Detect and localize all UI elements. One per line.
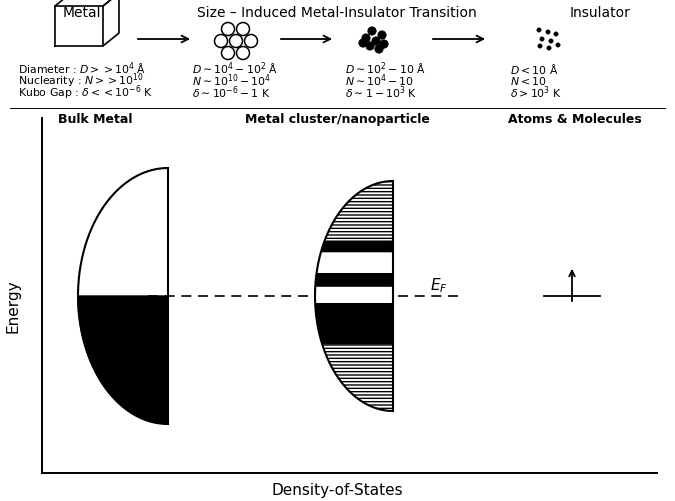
Polygon shape xyxy=(317,253,393,273)
Text: $\delta > 10^3$ K: $\delta > 10^3$ K xyxy=(510,85,562,101)
Text: Metal: Metal xyxy=(63,6,101,20)
Text: $\delta \sim 1 - 10^3$ K: $\delta \sim 1 - 10^3$ K xyxy=(345,85,417,101)
Text: $D < 10$ Å: $D < 10$ Å xyxy=(510,62,558,76)
Circle shape xyxy=(537,28,541,32)
Polygon shape xyxy=(78,168,168,424)
Polygon shape xyxy=(315,303,393,319)
Circle shape xyxy=(359,39,367,47)
Circle shape xyxy=(547,46,551,50)
Circle shape xyxy=(375,45,383,53)
Text: $D \sim 10^2 - 10$ Å: $D \sim 10^2 - 10$ Å xyxy=(345,61,426,77)
Circle shape xyxy=(556,43,560,47)
Text: $N \sim 10^{10} - 10^4$: $N \sim 10^{10} - 10^4$ xyxy=(192,73,271,89)
Text: $\delta \sim 10^{-6} - 1$ K: $\delta \sim 10^{-6} - 1$ K xyxy=(192,85,271,101)
Text: Bulk Metal: Bulk Metal xyxy=(58,113,132,125)
Circle shape xyxy=(372,37,380,45)
Polygon shape xyxy=(315,287,393,303)
Circle shape xyxy=(380,40,388,48)
Polygon shape xyxy=(325,181,393,241)
Text: $N \sim 10^4 - 10$: $N \sim 10^4 - 10$ xyxy=(345,73,414,89)
Text: $D \sim 10^4 - 10^2$ Å: $D \sim 10^4 - 10^2$ Å xyxy=(192,61,278,77)
Polygon shape xyxy=(317,319,393,344)
Text: Energy: Energy xyxy=(5,279,20,333)
Text: Atoms & Molecules: Atoms & Molecules xyxy=(508,113,642,125)
Polygon shape xyxy=(315,273,393,287)
Circle shape xyxy=(538,44,542,48)
Text: Insulator: Insulator xyxy=(570,6,630,20)
Circle shape xyxy=(549,39,554,43)
Polygon shape xyxy=(315,181,393,411)
Text: Kubo Gap : $\delta << 10^{-6}$ K: Kubo Gap : $\delta << 10^{-6}$ K xyxy=(18,84,153,102)
Circle shape xyxy=(540,37,544,41)
Circle shape xyxy=(546,30,550,34)
Polygon shape xyxy=(78,296,168,424)
Polygon shape xyxy=(321,241,393,253)
Circle shape xyxy=(554,32,558,36)
Circle shape xyxy=(362,34,370,42)
Polygon shape xyxy=(322,344,393,411)
Text: $N < 10$: $N < 10$ xyxy=(510,75,547,87)
Circle shape xyxy=(368,27,376,35)
Circle shape xyxy=(366,42,374,50)
Text: Size – Induced Metal-Insulator Transition: Size – Induced Metal-Insulator Transitio… xyxy=(197,6,477,20)
Text: Diameter : $D >> 10^4$ Å: Diameter : $D >> 10^4$ Å xyxy=(18,61,146,77)
Text: Metal cluster/nanoparticle: Metal cluster/nanoparticle xyxy=(244,113,429,125)
Text: $E_F$: $E_F$ xyxy=(430,277,448,296)
Text: Density-of-States: Density-of-States xyxy=(271,483,403,498)
Text: Nuclearity : $N >> 10^{10}$: Nuclearity : $N >> 10^{10}$ xyxy=(18,72,144,90)
Circle shape xyxy=(378,31,386,39)
